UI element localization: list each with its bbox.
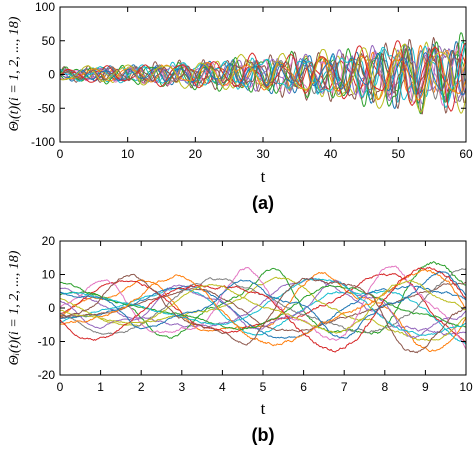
y-axis-label-b: Θᵢ(t)(i = 1, 2, ..., 18) xyxy=(7,250,22,365)
x-tick-label: 50 xyxy=(392,147,406,161)
x-tick-label: 1 xyxy=(97,380,104,394)
series-line-a-16 xyxy=(60,49,466,96)
panel-label-b: (b) xyxy=(252,425,275,445)
series-line-b-18 xyxy=(60,273,466,354)
ticks-group-a: 0 10 20 30 40 50 60 100 50 0 -50 -100 xyxy=(31,0,473,161)
x-tick-label: 4 xyxy=(219,380,226,394)
series-line-b-11 xyxy=(60,279,466,339)
y-tick-label: 20 xyxy=(42,234,56,248)
y-tick-label: 50 xyxy=(42,34,56,48)
series-line-b-3 xyxy=(60,287,466,345)
series-line-a-17 xyxy=(60,43,466,114)
x-tick-label: 9 xyxy=(422,380,429,394)
x-tick-label: 7 xyxy=(341,380,348,394)
x-tick-label: 6 xyxy=(300,380,307,394)
y-tick-label: 100 xyxy=(35,0,55,14)
x-tick-label: 0 xyxy=(57,147,64,161)
y-tick-label: -20 xyxy=(38,368,56,382)
chart-panel-b: 0 1 2 3 4 5 6 7 8 9 10 20 10 0 -10 -20 t Θᵢ(t)(i = 1, 2… xyxy=(7,234,473,445)
x-tick-label: 10 xyxy=(459,380,473,394)
series-line-b-17 xyxy=(60,279,466,334)
y-tick-label: 0 xyxy=(48,68,55,82)
x-axis-label-b: t xyxy=(261,399,266,418)
y-tick-label: -50 xyxy=(38,101,56,115)
x-tick-label: 60 xyxy=(459,147,473,161)
series-group-a xyxy=(60,32,466,115)
y-axis-label-a: Θᵢ(t)(i = 1, 2, ..., 18) xyxy=(7,16,22,131)
x-axis-label-a: t xyxy=(261,167,266,186)
series-group-b xyxy=(60,261,466,354)
y-tick-label: -100 xyxy=(31,135,55,149)
x-tick-label: 40 xyxy=(324,147,338,161)
series-line-b-1 xyxy=(60,277,466,336)
panel-label-a: (a) xyxy=(252,193,274,213)
chart-panel-a: 0 10 20 30 40 50 60 100 50 0 -50 -100 t Θᵢ(t)(i = 1… xyxy=(7,0,473,213)
x-tick-label: 30 xyxy=(256,147,270,161)
x-tick-label: 2 xyxy=(138,380,145,394)
ticks-group-b: 0 1 2 3 4 5 6 7 8 9 10 20 10 0 -10 -20 xyxy=(38,234,473,394)
x-tick-label: 5 xyxy=(260,380,267,394)
series-line-a-11 xyxy=(60,44,466,105)
x-tick-label: 10 xyxy=(121,147,135,161)
series-line-a-18 xyxy=(60,47,466,95)
x-tick-label: 0 xyxy=(57,380,64,394)
y-tick-label: -10 xyxy=(38,335,56,349)
y-tick-label: 10 xyxy=(42,268,56,282)
x-tick-label: 20 xyxy=(189,147,203,161)
x-tick-label: 8 xyxy=(381,380,388,394)
x-tick-label: 3 xyxy=(178,380,185,394)
y-tick-label: 0 xyxy=(48,301,55,315)
series-line-b-16 xyxy=(60,270,466,339)
